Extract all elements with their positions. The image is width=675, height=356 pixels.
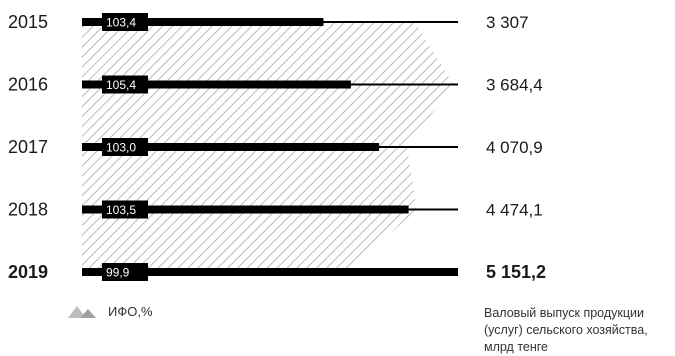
value-label: 3 307 [486, 13, 529, 32]
ifo-label: 105,4 [106, 78, 136, 92]
year-label: 2018 [8, 200, 48, 220]
ifo-label: 99,9 [106, 266, 130, 280]
value-label: 5 151,2 [486, 262, 546, 282]
ifo-badge [102, 138, 148, 156]
hatched-triangles-icon [68, 306, 96, 318]
ifo-label: 103,0 [106, 141, 136, 155]
value-label: 4 474,1 [486, 201, 543, 220]
value-label: 4 070,9 [486, 138, 543, 157]
legend-ifo: ИФО,% [68, 301, 153, 321]
output-bar [82, 205, 409, 214]
year-label: 2019 [8, 262, 48, 282]
output-bar [82, 80, 351, 89]
output-bar [82, 143, 380, 151]
year-label: 2016 [8, 75, 48, 95]
ifo-badge [102, 200, 148, 219]
legend-output-label: Валовый выпуск продукции (услуг) сельско… [484, 306, 648, 354]
ifo-label: 103,4 [106, 16, 136, 30]
ifo-label: 103,5 [106, 203, 136, 217]
ifo-badge [102, 263, 148, 281]
output-bar [82, 18, 324, 26]
output-bar [82, 268, 458, 276]
year-label: 2015 [8, 12, 48, 32]
year-label: 2017 [8, 137, 48, 157]
value-label: 3 684,4 [486, 76, 543, 95]
ifo-badge [102, 75, 148, 94]
legend-ifo-label: ИФО,% [108, 303, 153, 319]
ifo-badge [102, 13, 148, 31]
